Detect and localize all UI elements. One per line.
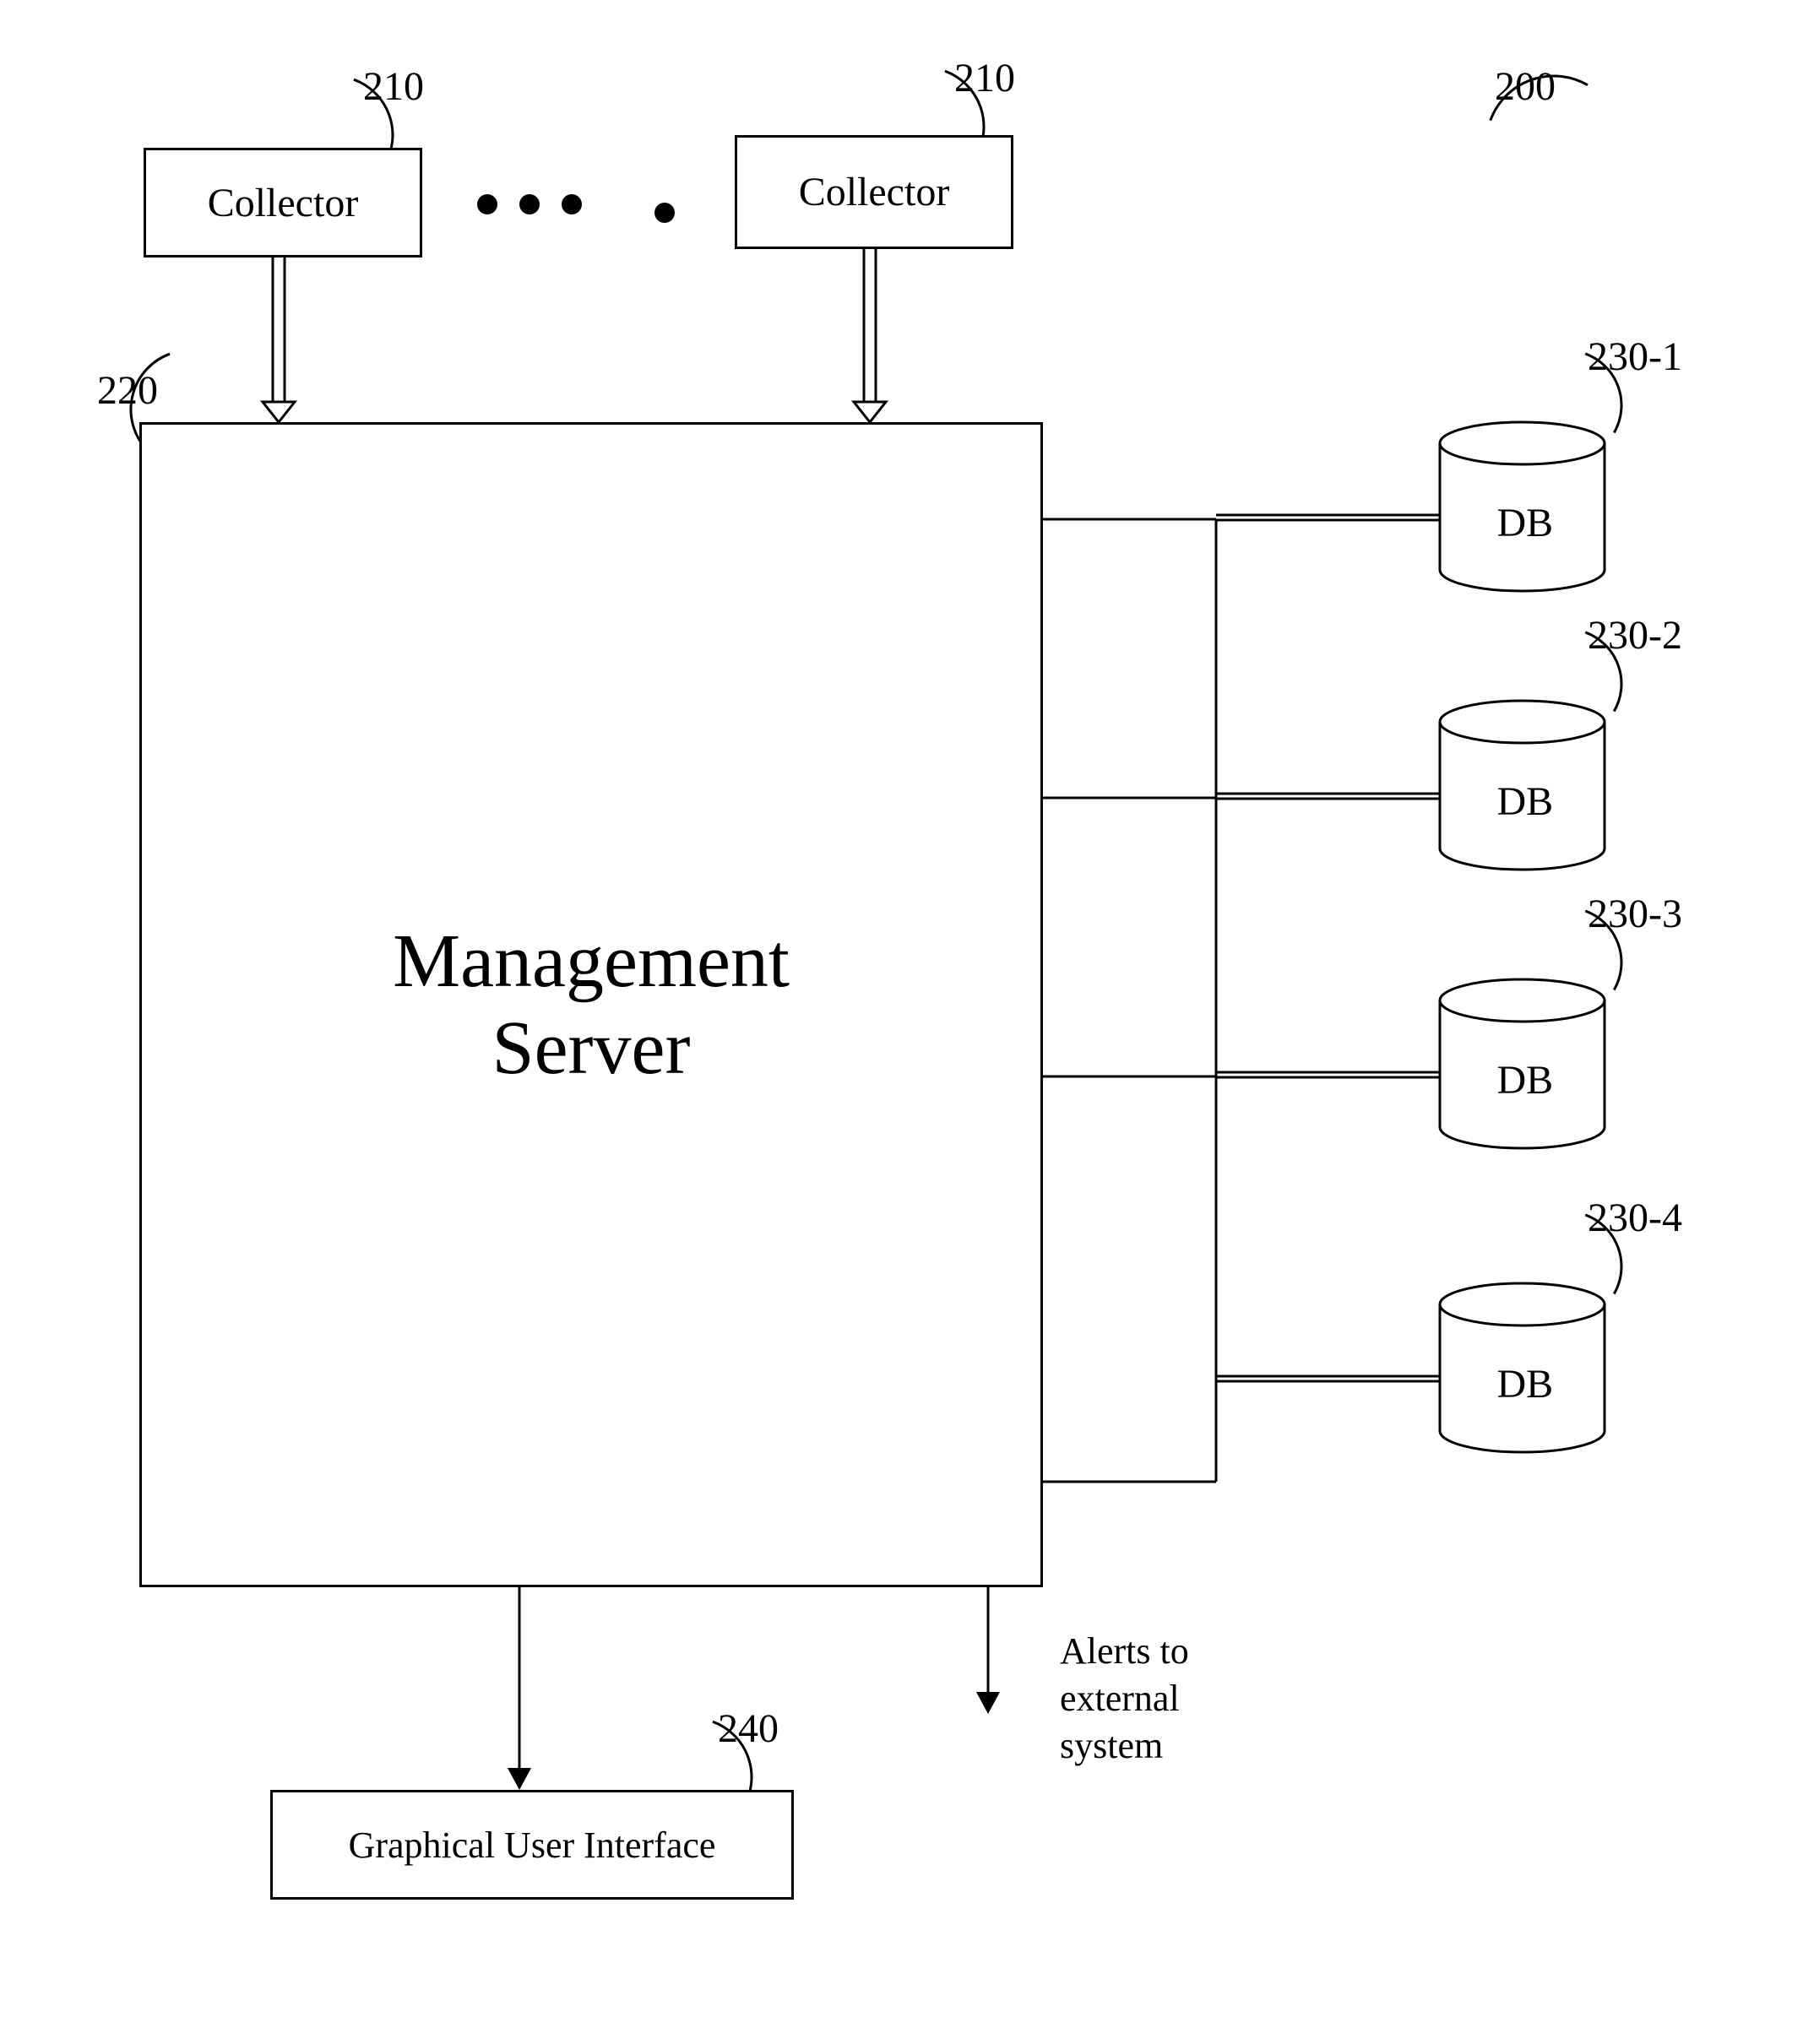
alerts-line1: Alerts to <box>1060 1629 1189 1673</box>
ref-200: 200 <box>1495 63 1556 110</box>
gui-ref: 240 <box>718 1705 779 1752</box>
db-1-ref: 230-1 <box>1588 333 1682 380</box>
collector-1-ref: 210 <box>363 63 424 110</box>
db-3-label: DB <box>1497 1057 1554 1103</box>
db-1-label: DB <box>1497 500 1554 546</box>
gui: Graphical User Interface <box>270 1790 794 1900</box>
alerts-line3: system <box>1060 1724 1163 1767</box>
ellipsis-dot <box>477 194 497 214</box>
collector-2-ref: 210 <box>954 55 1015 101</box>
collector-2: Collector <box>735 135 1013 249</box>
diagram-canvas: 200 Collector 210 Collector 210 ManagementSer… <box>0 0 1803 2044</box>
ellipsis-dot <box>562 194 582 214</box>
ellipsis-dot <box>519 194 540 214</box>
management-server-label: ManagementServer <box>393 918 790 1092</box>
db-4-label: DB <box>1497 1361 1554 1407</box>
ellipsis-dot <box>654 203 675 223</box>
collector-1: Collector <box>144 148 422 258</box>
db-2-label: DB <box>1497 778 1554 825</box>
alerts-line2: external <box>1060 1677 1180 1720</box>
server-ref: 220 <box>97 367 158 414</box>
db-4-ref: 230-4 <box>1588 1195 1682 1241</box>
db-3-ref: 230-3 <box>1588 891 1682 937</box>
management-server: ManagementServer <box>139 422 1043 1587</box>
db-2-ref: 230-2 <box>1588 612 1682 659</box>
